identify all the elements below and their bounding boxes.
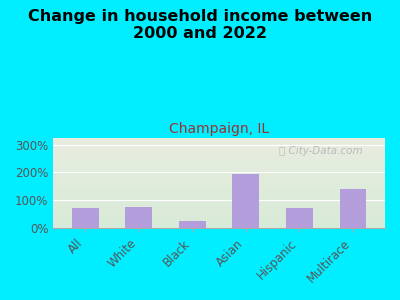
Text: Change in household income between
2000 and 2022: Change in household income between 2000 … xyxy=(28,9,372,41)
Bar xyxy=(72,208,99,228)
Bar xyxy=(286,208,313,228)
Bar xyxy=(232,174,259,228)
Bar xyxy=(126,207,152,228)
Title: Champaign, IL: Champaign, IL xyxy=(169,122,269,136)
Text: ⓘ City-Data.com: ⓘ City-Data.com xyxy=(279,146,362,156)
Bar xyxy=(340,189,366,228)
Bar xyxy=(179,221,206,228)
